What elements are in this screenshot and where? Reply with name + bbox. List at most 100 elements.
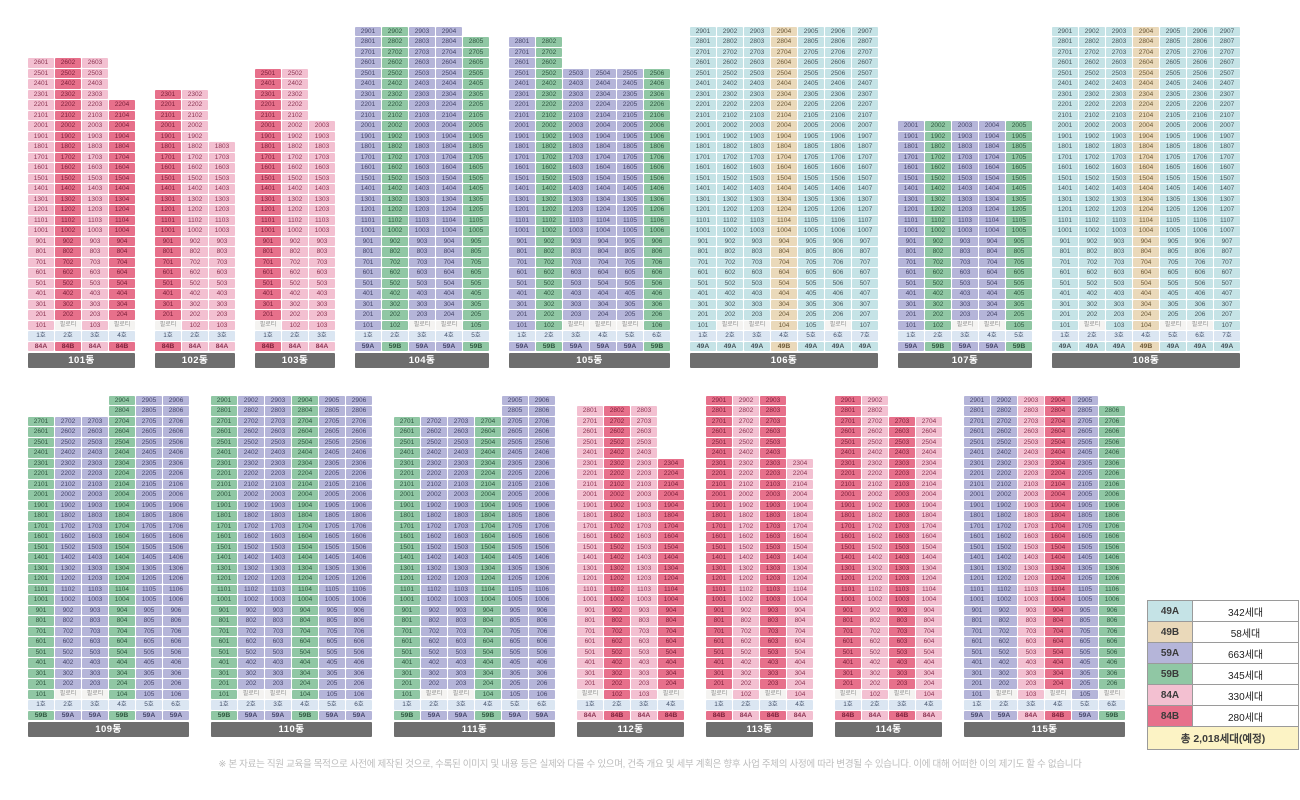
unit-cell: 2601 (211, 427, 237, 437)
unit-cell: 1303 (265, 563, 291, 573)
unit-cell: 1802 (604, 511, 630, 521)
unit-cell: 1902 (55, 131, 81, 141)
unit-cell: 805 (1006, 247, 1032, 257)
unit-cell: 2502 (1079, 68, 1105, 78)
unit-cell: 1703 (82, 521, 108, 531)
type-label: 59A (355, 341, 381, 351)
unit-cell: 2802 (536, 37, 562, 47)
unit-cell: 1903 (889, 500, 915, 510)
unit-cell: 1602 (55, 532, 81, 542)
building-grid: 2901 2902 2903 2904 2905 2906 2801 2802 2803 2804… (211, 395, 372, 720)
unit-cell: 1903 (1106, 131, 1132, 141)
unit-cell: 507 (1214, 278, 1240, 288)
unit-cell: 305 (1160, 299, 1186, 309)
ho-label: 5호 (617, 331, 643, 341)
ho-label: 4호 (292, 700, 318, 710)
unit-cell: 2204 (787, 469, 813, 479)
unit-cell: 2506 (529, 437, 555, 447)
unit-cell: 1802 (1079, 142, 1105, 152)
unit-cell: 1802 (238, 511, 264, 521)
unit-cell: 702 (282, 257, 308, 267)
unit-cell: 1201 (706, 574, 732, 584)
empty-cell (658, 417, 684, 427)
ho-label: 4호 (979, 331, 1005, 341)
ho-label: 4호 (590, 331, 616, 341)
type-label: 49A (1079, 341, 1105, 351)
unit-cell: 1801 (964, 511, 990, 521)
unit-cell: 1004 (1045, 595, 1071, 605)
unit-cell: 2206 (1099, 469, 1125, 479)
unit-cell: 1706 (825, 152, 851, 162)
unit-cell: 1302 (536, 194, 562, 204)
unit-cell: 2504 (292, 437, 318, 447)
unit-cell: 2602 (1079, 58, 1105, 68)
unit-cell: 301 (964, 668, 990, 678)
unit-cell: 106 (163, 689, 189, 699)
empty-cell (448, 406, 474, 416)
unit-cell: 904 (109, 605, 135, 615)
unit-cell: 1201 (964, 574, 990, 584)
unit-cell: 2801 (577, 406, 603, 416)
unit-cell: 2503 (631, 437, 657, 447)
unit-cell: 403 (82, 289, 108, 299)
piloti-cell: 필로티 (563, 320, 589, 330)
legend-swatch-59A: 59A (1148, 643, 1193, 663)
unit-cell: 1504 (109, 542, 135, 552)
unit-cell: 1001 (509, 226, 535, 236)
unit-cell: 1201 (577, 574, 603, 584)
unit-cell: 804 (787, 616, 813, 626)
unit-cell: 1204 (1045, 574, 1071, 584)
unit-cell: 504 (1045, 647, 1071, 657)
unit-cell: 2105 (463, 110, 489, 120)
unit-cell: 1001 (211, 595, 237, 605)
unit-cell: 1003 (209, 226, 235, 236)
unit-cell: 2204 (916, 469, 942, 479)
unit-cell: 1402 (604, 553, 630, 563)
unit-cell: 2705 (1160, 47, 1186, 57)
unit-cell: 306 (346, 668, 372, 678)
unit-cell: 2805 (798, 37, 824, 47)
unit-cell: 1801 (835, 511, 861, 521)
unit-cell: 2503 (744, 68, 770, 78)
type-label: 84A (28, 341, 54, 351)
unit-cell: 2404 (475, 448, 501, 458)
unit-cell: 1301 (211, 563, 237, 573)
ho-label: 3호 (265, 700, 291, 710)
unit-cell: 1605 (502, 532, 528, 542)
unit-cell: 805 (798, 247, 824, 257)
unit-cell: 401 (1052, 289, 1078, 299)
unit-cell: 306 (529, 668, 555, 678)
unit-cell: 803 (265, 616, 291, 626)
unit-cell: 1105 (798, 215, 824, 225)
unit-cell: 2101 (211, 479, 237, 489)
unit-cell: 602 (382, 268, 408, 278)
unit-cell: 703 (889, 626, 915, 636)
unit-cell: 1702 (925, 152, 951, 162)
unit-cell: 203 (952, 310, 978, 320)
unit-cell: 1103 (889, 584, 915, 594)
unit-cell: 404 (979, 289, 1005, 299)
empty-cell (787, 448, 813, 458)
unit-cell: 801 (577, 616, 603, 626)
unit-cell: 201 (577, 679, 603, 689)
unit-cell: 2106 (346, 479, 372, 489)
unit-cell: 2004 (979, 121, 1005, 131)
unit-cell: 103 (82, 320, 108, 330)
unit-cell: 2905 (1160, 26, 1186, 36)
unit-cell: 1202 (991, 574, 1017, 584)
unit-cell: 2905 (798, 26, 824, 36)
building-grid: 2905 2906 2805 2806 2701 2702 2703 2704 2705 2706… (394, 395, 555, 720)
unit-cell: 602 (55, 268, 81, 278)
unit-cell: 2306 (825, 89, 851, 99)
unit-cell: 2203 (82, 469, 108, 479)
unit-cell: 2703 (1018, 416, 1044, 426)
unit-cell: 2701 (28, 416, 54, 426)
unit-cell: 1605 (798, 163, 824, 173)
building-name-bar: 110동 (211, 722, 372, 737)
empty-cell (309, 111, 335, 121)
unit-cell: 1504 (658, 542, 684, 552)
unit-cell: 2003 (82, 121, 108, 131)
unit-cell: 2804 (292, 406, 318, 416)
unit-cell: 2101 (964, 479, 990, 489)
building-grid: 2801 2802 2803 2701 2702 2703 2601 2602 2603 2501… (577, 406, 684, 720)
